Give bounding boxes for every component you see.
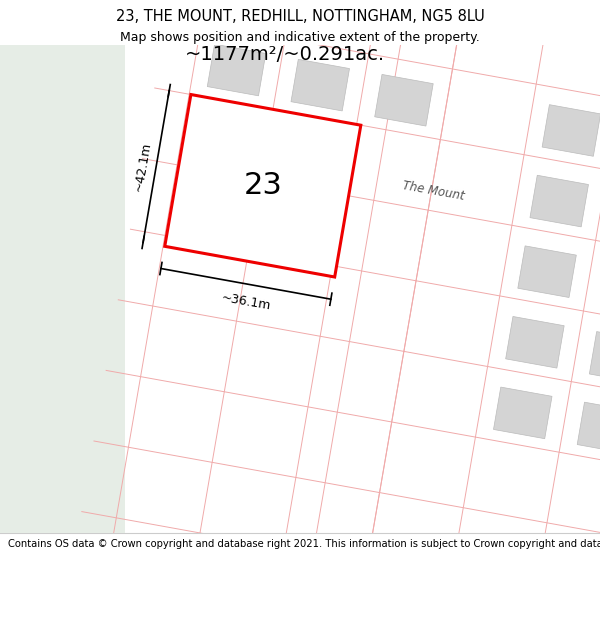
Polygon shape: [506, 316, 564, 368]
Text: The Mount: The Mount: [401, 179, 465, 202]
Text: 23, THE MOUNT, REDHILL, NOTTINGHAM, NG5 8LU: 23, THE MOUNT, REDHILL, NOTTINGHAM, NG5 …: [116, 9, 484, 24]
Polygon shape: [589, 332, 600, 383]
Text: ~1177m²/~0.291ac.: ~1177m²/~0.291ac.: [185, 45, 385, 64]
Polygon shape: [375, 74, 433, 126]
Polygon shape: [494, 387, 552, 439]
Text: ~42.1m: ~42.1m: [131, 141, 153, 192]
Polygon shape: [195, 115, 254, 166]
Polygon shape: [518, 246, 577, 298]
Text: Contains OS data © Crown copyright and database right 2021. This information is : Contains OS data © Crown copyright and d…: [8, 539, 600, 549]
Polygon shape: [542, 104, 600, 156]
Text: Map shows position and indicative extent of the property.: Map shows position and indicative extent…: [120, 31, 480, 44]
Text: 23: 23: [244, 171, 282, 200]
Text: ~36.1m: ~36.1m: [220, 291, 272, 313]
Polygon shape: [291, 59, 350, 111]
Polygon shape: [577, 402, 600, 454]
Polygon shape: [165, 94, 361, 277]
Polygon shape: [238, 154, 300, 209]
Polygon shape: [530, 175, 589, 227]
Bar: [0, 45, 125, 532]
Polygon shape: [207, 44, 266, 96]
